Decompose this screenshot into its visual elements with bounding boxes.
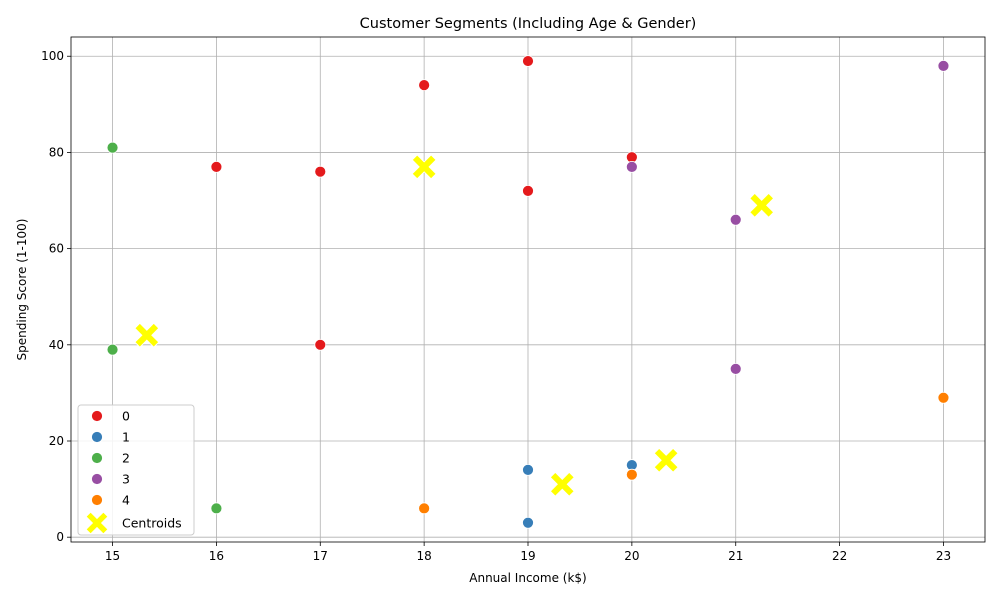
cluster-0-point	[210, 160, 223, 173]
legend-label: 1	[122, 430, 130, 445]
y-tick-label: 0	[56, 530, 64, 544]
cluster-0-point	[314, 338, 327, 351]
cluster-3-point	[625, 160, 638, 173]
legend-label: 2	[122, 451, 130, 466]
legend-marker-0	[91, 410, 103, 422]
centroid-marker	[411, 154, 437, 180]
centroid-marker	[134, 322, 160, 348]
y-tick-label: 100	[41, 49, 64, 63]
x-tick-label: 20	[624, 549, 639, 563]
cluster-3-point	[937, 59, 950, 72]
cluster-4-point	[625, 468, 638, 481]
cluster-4-point	[937, 391, 950, 404]
cluster-3-point	[729, 213, 742, 226]
cluster-2-point	[210, 502, 223, 515]
x-axis-label: Annual Income (k$)	[469, 571, 586, 585]
y-tick-label: 20	[49, 434, 64, 448]
cluster-2-point	[106, 343, 119, 356]
legend-label: Centroids	[122, 516, 182, 531]
x-tick-label: 18	[416, 549, 431, 563]
legend-label: 0	[122, 409, 130, 424]
y-axis-label: Spending Score (1-100)	[15, 219, 29, 361]
x-axis: 15 16 17 18 19 20 21 22 23	[105, 542, 951, 563]
x-tick-label: 21	[728, 549, 743, 563]
cluster-1-point	[522, 516, 534, 529]
chart-title: Customer Segments (Including Age & Gende…	[360, 16, 697, 32]
cluster-0-point	[314, 165, 327, 178]
data-points	[106, 55, 950, 529]
centroid-marker	[549, 471, 575, 497]
cluster-0-point	[522, 185, 534, 197]
centroid-markers	[134, 154, 775, 497]
legend-box	[77, 404, 195, 536]
y-axis: 0 20 40 60 80 100	[41, 49, 71, 544]
legend-marker-centroids	[85, 511, 109, 535]
x-tick-label: 23	[936, 549, 951, 563]
cluster-0-point	[522, 55, 534, 67]
cluster-3-point	[729, 362, 742, 375]
x-tick-label: 17	[313, 549, 328, 563]
y-tick-label: 60	[49, 242, 64, 256]
cluster-4-point	[418, 502, 431, 515]
centroid-marker	[748, 192, 775, 219]
legend-marker-4	[91, 494, 103, 506]
legend-label: 4	[122, 493, 130, 508]
cluster-2-point	[106, 141, 119, 154]
x-tick-label: 19	[520, 549, 535, 563]
legend-label: 3	[122, 472, 130, 487]
legend-marker-2	[91, 452, 103, 464]
x-tick-label: 22	[832, 549, 847, 563]
centroid-marker	[653, 447, 679, 473]
legend: 0 1 2 3 4 Centroids	[77, 404, 195, 536]
x-tick-label: 15	[105, 549, 120, 563]
cluster-1-point	[522, 463, 534, 476]
legend-marker-3	[91, 473, 103, 485]
y-tick-label: 80	[49, 145, 64, 159]
y-tick-label: 40	[49, 338, 64, 352]
x-tick-label: 16	[209, 549, 224, 563]
legend-marker-1	[91, 431, 103, 443]
cluster-0-point	[418, 79, 431, 91]
